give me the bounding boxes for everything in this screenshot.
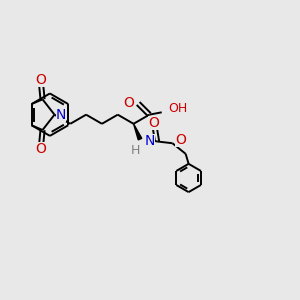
Text: H: H xyxy=(131,144,140,158)
Text: N: N xyxy=(144,134,154,148)
Text: OH: OH xyxy=(168,102,188,115)
Text: O: O xyxy=(176,133,186,147)
Text: O: O xyxy=(36,142,46,156)
Text: O: O xyxy=(123,96,134,110)
Polygon shape xyxy=(134,124,142,140)
Text: O: O xyxy=(148,116,159,130)
Text: N: N xyxy=(56,108,66,122)
Text: O: O xyxy=(36,73,46,87)
